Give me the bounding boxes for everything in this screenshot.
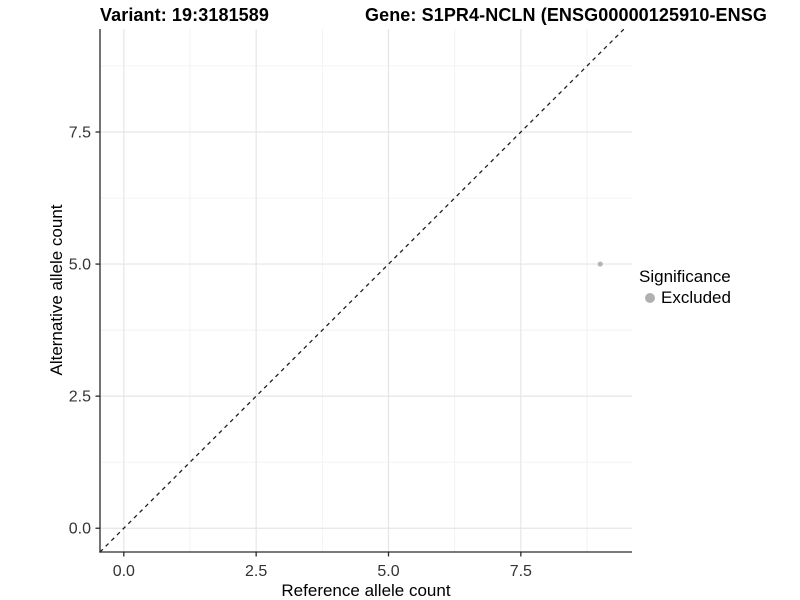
x-tick-label: 2.5 [245,563,267,580]
y-tick-label: 2.5 [69,389,91,406]
legend-key-dot [645,293,655,303]
data-point-excluded [597,261,603,267]
x-axis-title: Reference allele count [281,581,451,600]
variant-title: Variant: 19:3181589 [100,5,270,25]
y-tick-label: 5.0 [69,257,91,274]
legend-item-excluded: Excluded [639,288,731,308]
y-tick-label: 7.5 [69,125,91,142]
x-tick-label: 0.0 [113,563,135,580]
x-tick-label: 7.5 [510,563,532,580]
x-tick-label: 5.0 [377,563,399,580]
gene-title: Gene: S1PR4-NCLN (ENSG00000125910-ENSG [365,5,767,25]
y-tick-label: 0.0 [69,521,91,538]
y-axis-title: Alternative allele count [47,204,66,376]
legend: Significance Excluded [639,266,731,308]
legend-title: Significance [639,267,731,286]
identity-line [99,28,625,553]
legend-item-label: Excluded [661,288,731,307]
